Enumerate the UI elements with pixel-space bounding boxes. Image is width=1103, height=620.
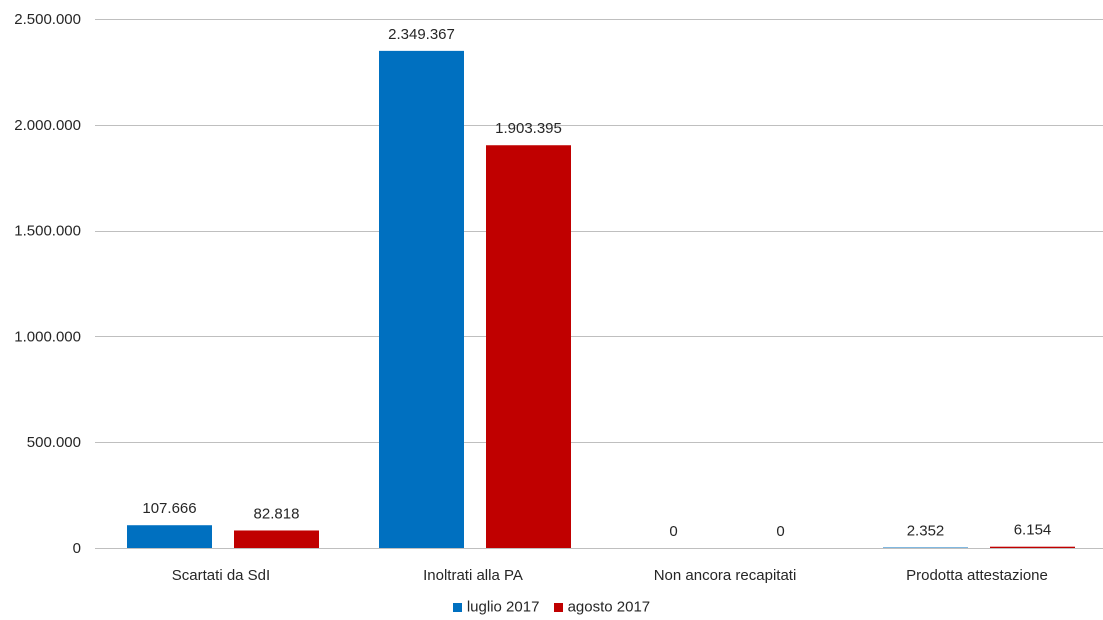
category-label: Inoltrati alla PA <box>423 567 523 584</box>
data-label: 6.154 <box>1014 522 1052 539</box>
legend-label-series-1: luglio 2017 <box>466 598 540 616</box>
category-label: Non ancora recapitati <box>654 567 797 584</box>
y-tick-label: 0 <box>73 540 81 557</box>
data-label: 1.903.395 <box>495 120 562 137</box>
bar-agosto-4 <box>990 546 1075 548</box>
legend-item-series-2: agosto 2017 <box>553 598 651 616</box>
category-label: Prodotta attestazione <box>906 567 1048 584</box>
gridlines <box>95 19 1103 549</box>
y-tick-label: 1.000.000 <box>14 328 81 345</box>
bars <box>127 50 1075 549</box>
data-label: 0 <box>776 523 784 540</box>
bar-agosto-1 <box>234 530 319 548</box>
y-tick-label: 2.500.000 <box>14 11 81 28</box>
y-tick-label: 2.000.000 <box>14 117 81 134</box>
data-label: 0 <box>669 523 677 540</box>
x-axis-category-labels: Scartati da SdI Inoltrati alla PA Non anco… <box>172 567 1048 584</box>
y-tick-label: 1.500.000 <box>14 223 81 240</box>
data-label: 2.352 <box>907 523 945 540</box>
data-labels: 107.666 2.349.367 0 2.352 82.818 1.903.395 0 6.… <box>142 26 1051 540</box>
legend-label-series-2: agosto 2017 <box>567 598 651 616</box>
category-label: Scartati da SdI <box>172 567 270 584</box>
legend-swatch-agosto <box>553 602 563 612</box>
data-label: 82.818 <box>254 505 300 522</box>
bar-agosto-2 <box>486 145 571 548</box>
legend-item-series-1: luglio 2017 <box>452 598 540 616</box>
y-axis-tick-labels: 0 500.000 1.000.000 1.500.000 2.000.000 2.500… <box>14 11 81 557</box>
legend: luglio 2017 agosto 2017 <box>0 598 1103 616</box>
bar-luglio-2 <box>379 50 464 549</box>
y-tick-label: 500.000 <box>27 434 81 451</box>
data-label: 107.666 <box>142 500 196 517</box>
bar-luglio-1 <box>127 525 212 548</box>
data-label: 2.349.367 <box>388 26 455 43</box>
legend-swatch-luglio <box>452 602 462 612</box>
